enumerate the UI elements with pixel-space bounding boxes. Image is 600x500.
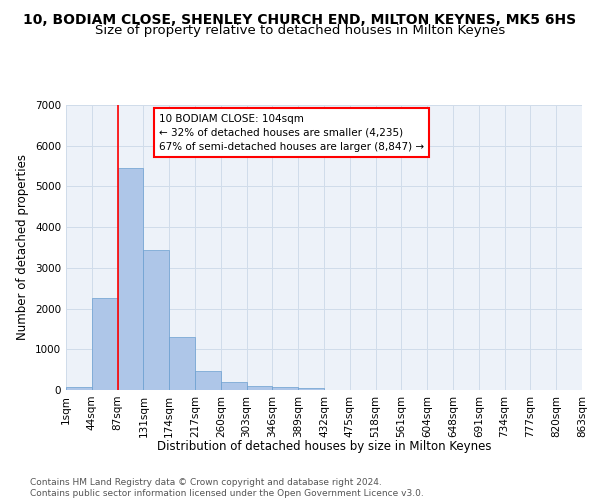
Bar xyxy=(169,337,195,390)
Bar xyxy=(143,250,169,390)
Bar xyxy=(195,371,221,390)
Text: 10, BODIAM CLOSE, SHENLEY CHURCH END, MILTON KEYNES, MK5 6HS: 10, BODIAM CLOSE, SHENLEY CHURCH END, MI… xyxy=(23,12,577,26)
Bar xyxy=(298,388,324,390)
Y-axis label: Number of detached properties: Number of detached properties xyxy=(16,154,29,340)
Bar xyxy=(66,387,92,390)
Bar xyxy=(118,168,143,390)
Bar xyxy=(92,298,118,390)
Bar xyxy=(221,382,247,390)
Text: Contains HM Land Registry data © Crown copyright and database right 2024.
Contai: Contains HM Land Registry data © Crown c… xyxy=(30,478,424,498)
Bar xyxy=(247,386,272,390)
Text: Size of property relative to detached houses in Milton Keynes: Size of property relative to detached ho… xyxy=(95,24,505,37)
Text: 10 BODIAM CLOSE: 104sqm
← 32% of detached houses are smaller (4,235)
67% of semi: 10 BODIAM CLOSE: 104sqm ← 32% of detache… xyxy=(159,114,424,152)
Bar xyxy=(272,388,298,390)
X-axis label: Distribution of detached houses by size in Milton Keynes: Distribution of detached houses by size … xyxy=(157,440,491,453)
